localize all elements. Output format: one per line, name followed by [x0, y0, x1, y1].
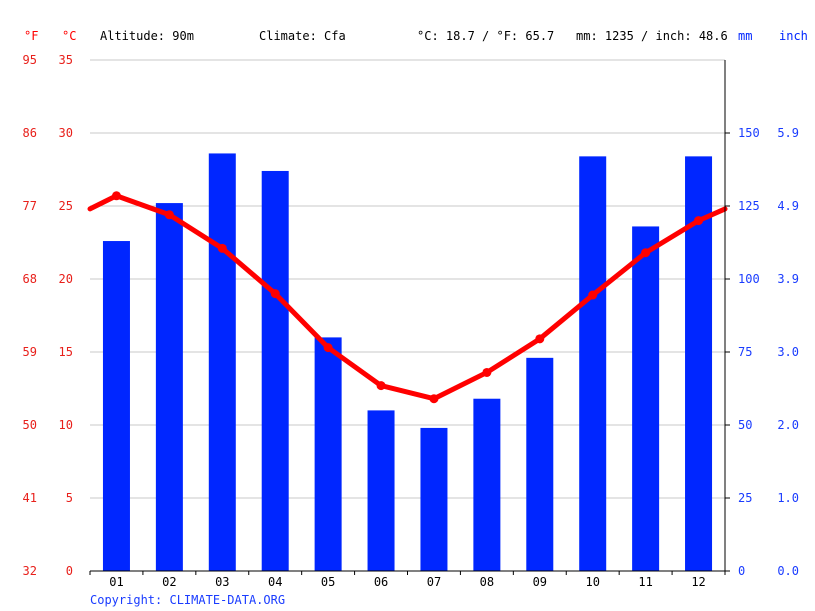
- temperature-point: [376, 381, 386, 391]
- inch-tick-label: 3.9: [777, 272, 799, 286]
- precipitation-bar: [473, 398, 501, 571]
- precipitation-bar: [632, 226, 660, 571]
- inch-tick-label: 2.0: [777, 418, 799, 432]
- precipitation-bar: [102, 241, 130, 572]
- inch-tick-label: 1.0: [777, 491, 799, 505]
- temperature-point: [270, 289, 280, 299]
- month-label: 03: [215, 575, 229, 589]
- precipitation-bar: [367, 410, 395, 571]
- unit-inch-label: inch: [779, 29, 808, 43]
- month-label: 12: [691, 575, 705, 589]
- unit-celsius-label: °C: [62, 29, 76, 43]
- celsius-tick-label: 5: [66, 491, 73, 505]
- inch-tick-label: 5.9: [777, 126, 799, 140]
- precipitation-total-info: mm: 1235 / inch: 48.6: [576, 29, 728, 43]
- fahrenheit-tick-label: 77: [23, 199, 37, 213]
- month-label: 11: [638, 575, 652, 589]
- mm-tick-label: 50: [738, 418, 752, 432]
- celsius-tick-label: 30: [59, 126, 73, 140]
- celsius-tick-label: 20: [59, 272, 73, 286]
- precipitation-bar: [155, 203, 183, 571]
- precipitation-bar: [579, 156, 607, 572]
- fahrenheit-tick-label: 59: [23, 345, 37, 359]
- temperature-point: [588, 290, 598, 300]
- precipitation-bar: [314, 337, 342, 571]
- precipitation-bar: [208, 153, 236, 571]
- month-label: 07: [427, 575, 441, 589]
- unit-fahrenheit-label: °F: [24, 29, 38, 43]
- inch-tick-label: 4.9: [777, 199, 799, 213]
- temperature-point: [641, 248, 651, 258]
- temperature-point: [164, 210, 174, 220]
- celsius-tick-label: 15: [59, 345, 73, 359]
- month-label: 04: [268, 575, 282, 589]
- fahrenheit-tick-label: 41: [23, 491, 37, 505]
- inch-tick-label: 3.0: [777, 345, 799, 359]
- temperature-average-info: °C: 18.7 / °F: 65.7: [417, 29, 554, 43]
- fahrenheit-tick-label: 95: [23, 53, 37, 67]
- precipitation-bar: [526, 357, 554, 571]
- temperature-point: [217, 243, 227, 253]
- month-label: 08: [480, 575, 494, 589]
- temperature-point: [694, 216, 704, 226]
- month-label: 01: [109, 575, 123, 589]
- celsius-tick-label: 25: [59, 199, 73, 213]
- precipitation-bar: [261, 170, 289, 571]
- temperature-line-group: [87, 191, 728, 404]
- celsius-tick-label: 10: [59, 418, 73, 432]
- mm-tick-label: 0: [738, 564, 745, 578]
- fahrenheit-tick-label: 68: [23, 272, 37, 286]
- climate-info: Climate: Cfa: [259, 29, 346, 43]
- temperature-point: [482, 367, 492, 377]
- temperature-point: [323, 343, 333, 353]
- month-label: 06: [374, 575, 388, 589]
- month-label: 10: [585, 575, 599, 589]
- mm-tick-label: 125: [738, 199, 760, 213]
- mm-tick-label: 100: [738, 272, 760, 286]
- altitude-info: Altitude: 90m: [100, 29, 194, 43]
- month-label: 02: [162, 575, 176, 589]
- celsius-tick-label: 0: [66, 564, 73, 578]
- temperature-point: [429, 394, 439, 404]
- temperature-point: [535, 334, 545, 344]
- axes: [89, 60, 730, 575]
- tick-labels: 32 0 41 5 50 10 59 15 68 20 77 25 86 30 95 35 0 0.0 25 1.0 5…: [23, 53, 799, 589]
- month-label: 09: [533, 575, 547, 589]
- precipitation-bar: [420, 427, 448, 571]
- unit-mm-label: mm: [738, 29, 752, 43]
- temperature-line: [87, 193, 728, 402]
- fahrenheit-tick-label: 86: [23, 126, 37, 140]
- month-label: 05: [321, 575, 335, 589]
- fahrenheit-tick-label: 50: [23, 418, 37, 432]
- mm-tick-label: 75: [738, 345, 752, 359]
- precipitation-bars: [102, 153, 713, 572]
- fahrenheit-tick-label: 32: [23, 564, 37, 578]
- mm-tick-label: 25: [738, 491, 752, 505]
- celsius-tick-label: 35: [59, 53, 73, 67]
- inch-tick-label: 0.0: [777, 564, 799, 578]
- mm-tick-label: 150: [738, 126, 760, 140]
- copyright-text[interactable]: Copyright: CLIMATE-DATA.ORG: [90, 593, 285, 607]
- gridlines: [90, 59, 725, 572]
- temperature-point: [111, 191, 121, 201]
